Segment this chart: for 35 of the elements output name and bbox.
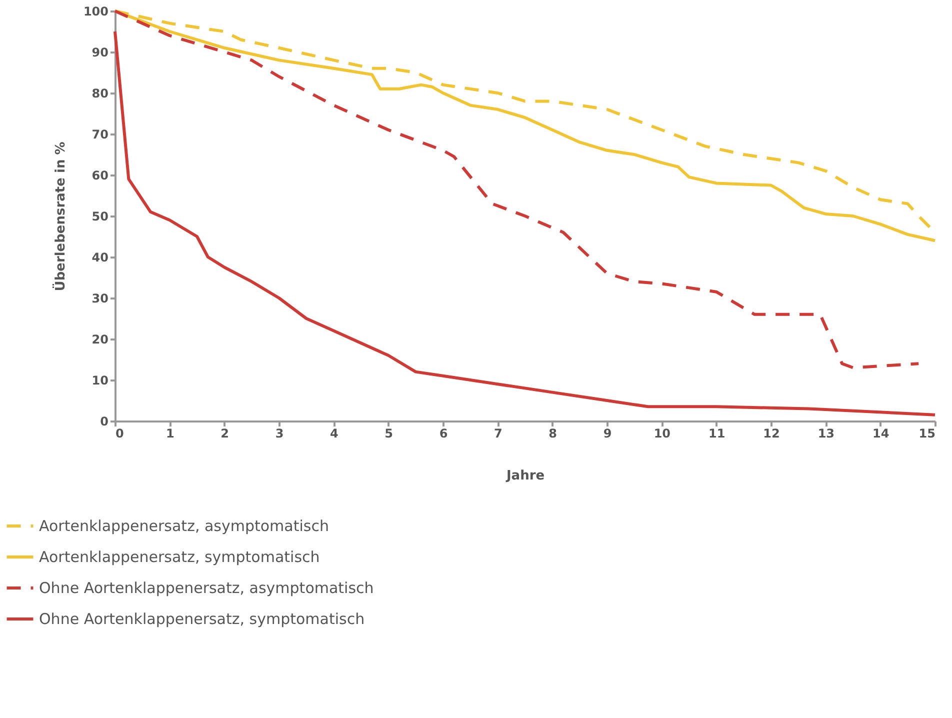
x-tick-label: 3 [275, 426, 284, 440]
x-tick-label: 14 [872, 426, 890, 440]
y-tick-label: 50 [92, 210, 108, 224]
legend-label: Aortenklappenersatz, asymptomatisch [39, 517, 329, 535]
y-tick-label: 0 [100, 414, 108, 428]
y-tick-label: 20 [92, 332, 108, 346]
x-tick-label: 8 [548, 426, 558, 440]
x-axis-title: Jahre [505, 468, 545, 484]
x-tick-label: 10 [654, 426, 671, 440]
legend-label: Ohne Aortenklappenersatz, asymptomatisch [39, 579, 374, 597]
x-tick-label: 5 [384, 426, 394, 440]
y-tick-label: 10 [92, 374, 108, 388]
y-tick-label: 60 [92, 168, 108, 182]
line-series [114, 30, 936, 416]
x-tick-label: 1 [166, 426, 174, 440]
x-tick-label: 7 [494, 426, 502, 440]
x-tick-label: 9 [603, 426, 612, 440]
y-tick-label: 100 [83, 4, 108, 18]
y-axis-title: Überlebensrate in % [51, 142, 68, 292]
x-tick-label: 4 [330, 426, 338, 440]
y-tick-label: 90 [92, 46, 108, 60]
legend-label: Aortenklappenersatz, symptomatisch [39, 548, 320, 566]
line-series [114, 10, 920, 370]
x-tick-label: 13 [818, 426, 835, 440]
x-tick-label: 11 [708, 426, 726, 440]
y-tick-label: 40 [92, 250, 108, 264]
y-tick-label: 80 [92, 86, 108, 100]
y-tick-label: 30 [92, 292, 108, 306]
y-tick-label: 70 [92, 128, 108, 142]
x-tick-label: 15 [918, 426, 936, 440]
x-tick-label: 2 [220, 426, 230, 440]
x-tick-label: 12 [763, 426, 780, 440]
legend-label: Ohne Aortenklappenersatz, symptomatisch [39, 610, 365, 628]
x-tick-label: 6 [439, 426, 448, 440]
x-tick-label: 0 [116, 426, 124, 440]
